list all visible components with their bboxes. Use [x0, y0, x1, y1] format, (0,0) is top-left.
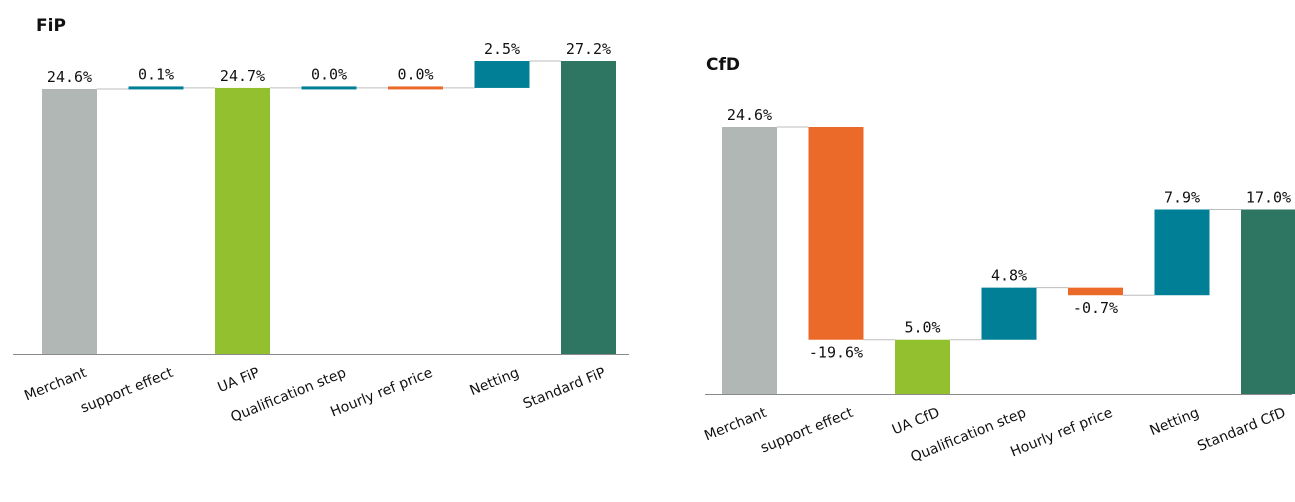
category-tick-label: UA CfD	[890, 405, 942, 438]
data-label: 24.6%	[727, 106, 772, 124]
category-tick-label: Merchant	[702, 405, 769, 445]
data-label: 2.5%	[484, 40, 520, 58]
category-tick-label: Merchant	[22, 365, 89, 405]
data-label: -0.7%	[1073, 299, 1118, 317]
data-label: 5.0%	[904, 319, 940, 337]
chart-title: CfD	[706, 55, 740, 75]
cfd-chart: CfD 24.6% Merchant -19.6% support effect 5.0…	[702, 55, 1295, 466]
bar-hourly-ref-price	[388, 86, 443, 90]
data-label: 24.6%	[47, 68, 92, 86]
bar-qualification-step	[981, 287, 1037, 340]
category-tick-label: Netting	[468, 365, 522, 399]
bar-qualification-step	[301, 86, 357, 90]
fip-chart: FiP 24.6% Merchant 0.1% support effect 24.7%…	[13, 16, 629, 426]
data-label: 0.0%	[397, 65, 433, 83]
bar-merchant	[722, 127, 777, 394]
bar-standard-fip	[561, 61, 616, 354]
bar-support-effect	[128, 86, 184, 90]
category-tick-label: Netting	[1148, 405, 1202, 439]
bar-netting	[1154, 209, 1210, 296]
data-label: 27.2%	[566, 40, 611, 58]
bar-netting	[474, 61, 530, 88]
bar-ua-fip	[215, 87, 270, 354]
data-label: 24.7%	[220, 67, 265, 85]
category-tick-label: Standard FiP	[521, 365, 608, 413]
chart-title: FiP	[36, 16, 66, 36]
category-tick-label: support effect	[78, 365, 176, 417]
bar-merchant	[42, 89, 97, 354]
bar-hourly-ref-price	[1068, 287, 1123, 296]
bar-standard-cfd	[1241, 209, 1295, 394]
category-tick-label: support effect	[758, 405, 856, 457]
data-label: 0.0%	[311, 65, 347, 83]
bar-support-effect	[808, 127, 864, 340]
data-label: -19.6%	[809, 344, 863, 362]
data-label: 17.0%	[1246, 188, 1291, 206]
data-label: 4.8%	[991, 267, 1027, 285]
data-label: 0.1%	[138, 65, 174, 83]
category-tick-label: Standard CfD	[1195, 405, 1288, 455]
category-tick-label: UA FiP	[216, 365, 262, 396]
bar-ua-cfd	[895, 339, 950, 394]
data-label: 7.9%	[1164, 188, 1200, 206]
